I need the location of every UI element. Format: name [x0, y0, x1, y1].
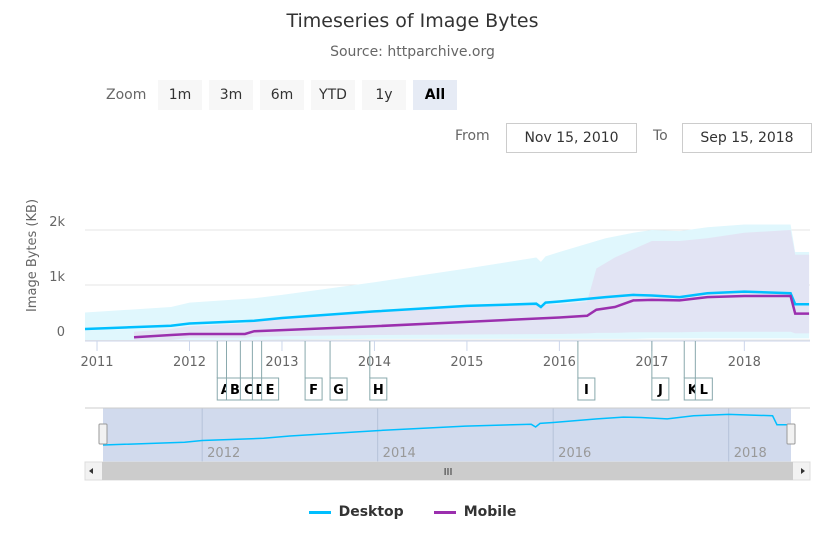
navigator-right-handle[interactable] [786, 423, 796, 445]
flag-H[interactable] [369, 377, 388, 401]
scrollbar-grip: III [444, 467, 453, 478]
flag-label: H [373, 383, 384, 398]
x-tick-label: 2016 [543, 355, 576, 370]
legend-label: Mobile [463, 504, 517, 520]
x-tick-label: 2011 [80, 355, 113, 370]
zoom-1m-button[interactable]: 1m [158, 80, 202, 110]
zoom-3m-button[interactable]: 3m [209, 80, 253, 110]
zoom-ytd-button[interactable]: YTD [311, 80, 355, 110]
legend-item-mobile[interactable]: Mobile [433, 504, 517, 520]
navigator-left-handle[interactable] [98, 423, 108, 445]
chart-subtitle: Source: httparchive.org [330, 44, 495, 60]
flag-F[interactable] [304, 377, 323, 401]
from-label: From [455, 128, 490, 144]
legend: Desktop Mobile [0, 504, 825, 520]
flag-L[interactable] [694, 377, 713, 401]
navigator-selection [103, 408, 791, 462]
y-tick-label: 1k [49, 270, 65, 285]
flag-label: G [333, 383, 344, 398]
from-date-input[interactable]: Nov 15, 2010 [506, 123, 637, 153]
flag-label: K [688, 383, 699, 398]
navigator-tick-label: 2018 [734, 446, 767, 461]
x-tick-label: 2014 [358, 355, 391, 370]
flag-G[interactable] [329, 377, 348, 401]
mobile-swatch [433, 510, 456, 514]
x-tick-label: 2013 [265, 355, 298, 370]
navigator-tick-label: 2014 [383, 446, 416, 461]
x-tick-label: 2012 [173, 355, 206, 370]
desktop-swatch [308, 510, 331, 514]
flag-label: J [657, 383, 663, 398]
to-label: To [653, 128, 668, 144]
x-tick-label: 2015 [450, 355, 483, 370]
legend-item-desktop[interactable]: Desktop [308, 504, 404, 520]
flag-label: F [309, 383, 318, 398]
flag-label: L [700, 383, 708, 398]
to-date-input[interactable]: Sep 15, 2018 [682, 123, 812, 153]
zoom-label: Zoom [106, 87, 147, 103]
flag-label: A [221, 383, 231, 398]
chart-title: Timeseries of Image Bytes [286, 10, 539, 32]
navigator-tick-label: 2012 [207, 446, 240, 461]
y-tick-label: 2k [49, 215, 65, 230]
flag-E[interactable] [261, 377, 280, 401]
legend-label: Desktop [338, 504, 404, 520]
x-tick-label: 2018 [728, 355, 761, 370]
flag-label: D [255, 383, 266, 398]
series-line-mobile [133, 294, 810, 339]
scroll-right-arrow-icon[interactable] [801, 468, 805, 474]
zoom-6m-button[interactable]: 6m [260, 80, 304, 110]
navigator-series [102, 413, 791, 446]
zoom-1y-button[interactable]: 1y [362, 80, 406, 110]
range-band-mobile [134, 230, 810, 340]
flag-I[interactable] [577, 377, 596, 401]
scrollbar-thumb[interactable] [102, 462, 793, 480]
y-tick-label: 0 [56, 325, 65, 340]
scroll-left-arrow-icon[interactable] [89, 468, 93, 474]
flag-label: E [266, 383, 275, 398]
navigator-tick-label: 2016 [558, 446, 591, 461]
flag-label: I [584, 383, 589, 398]
flag-label: B [230, 383, 240, 398]
zoom-all-button[interactable]: All [413, 80, 457, 110]
series-line-desktop [84, 290, 810, 331]
flag-label: C [244, 383, 254, 398]
flag-J[interactable] [651, 377, 670, 401]
